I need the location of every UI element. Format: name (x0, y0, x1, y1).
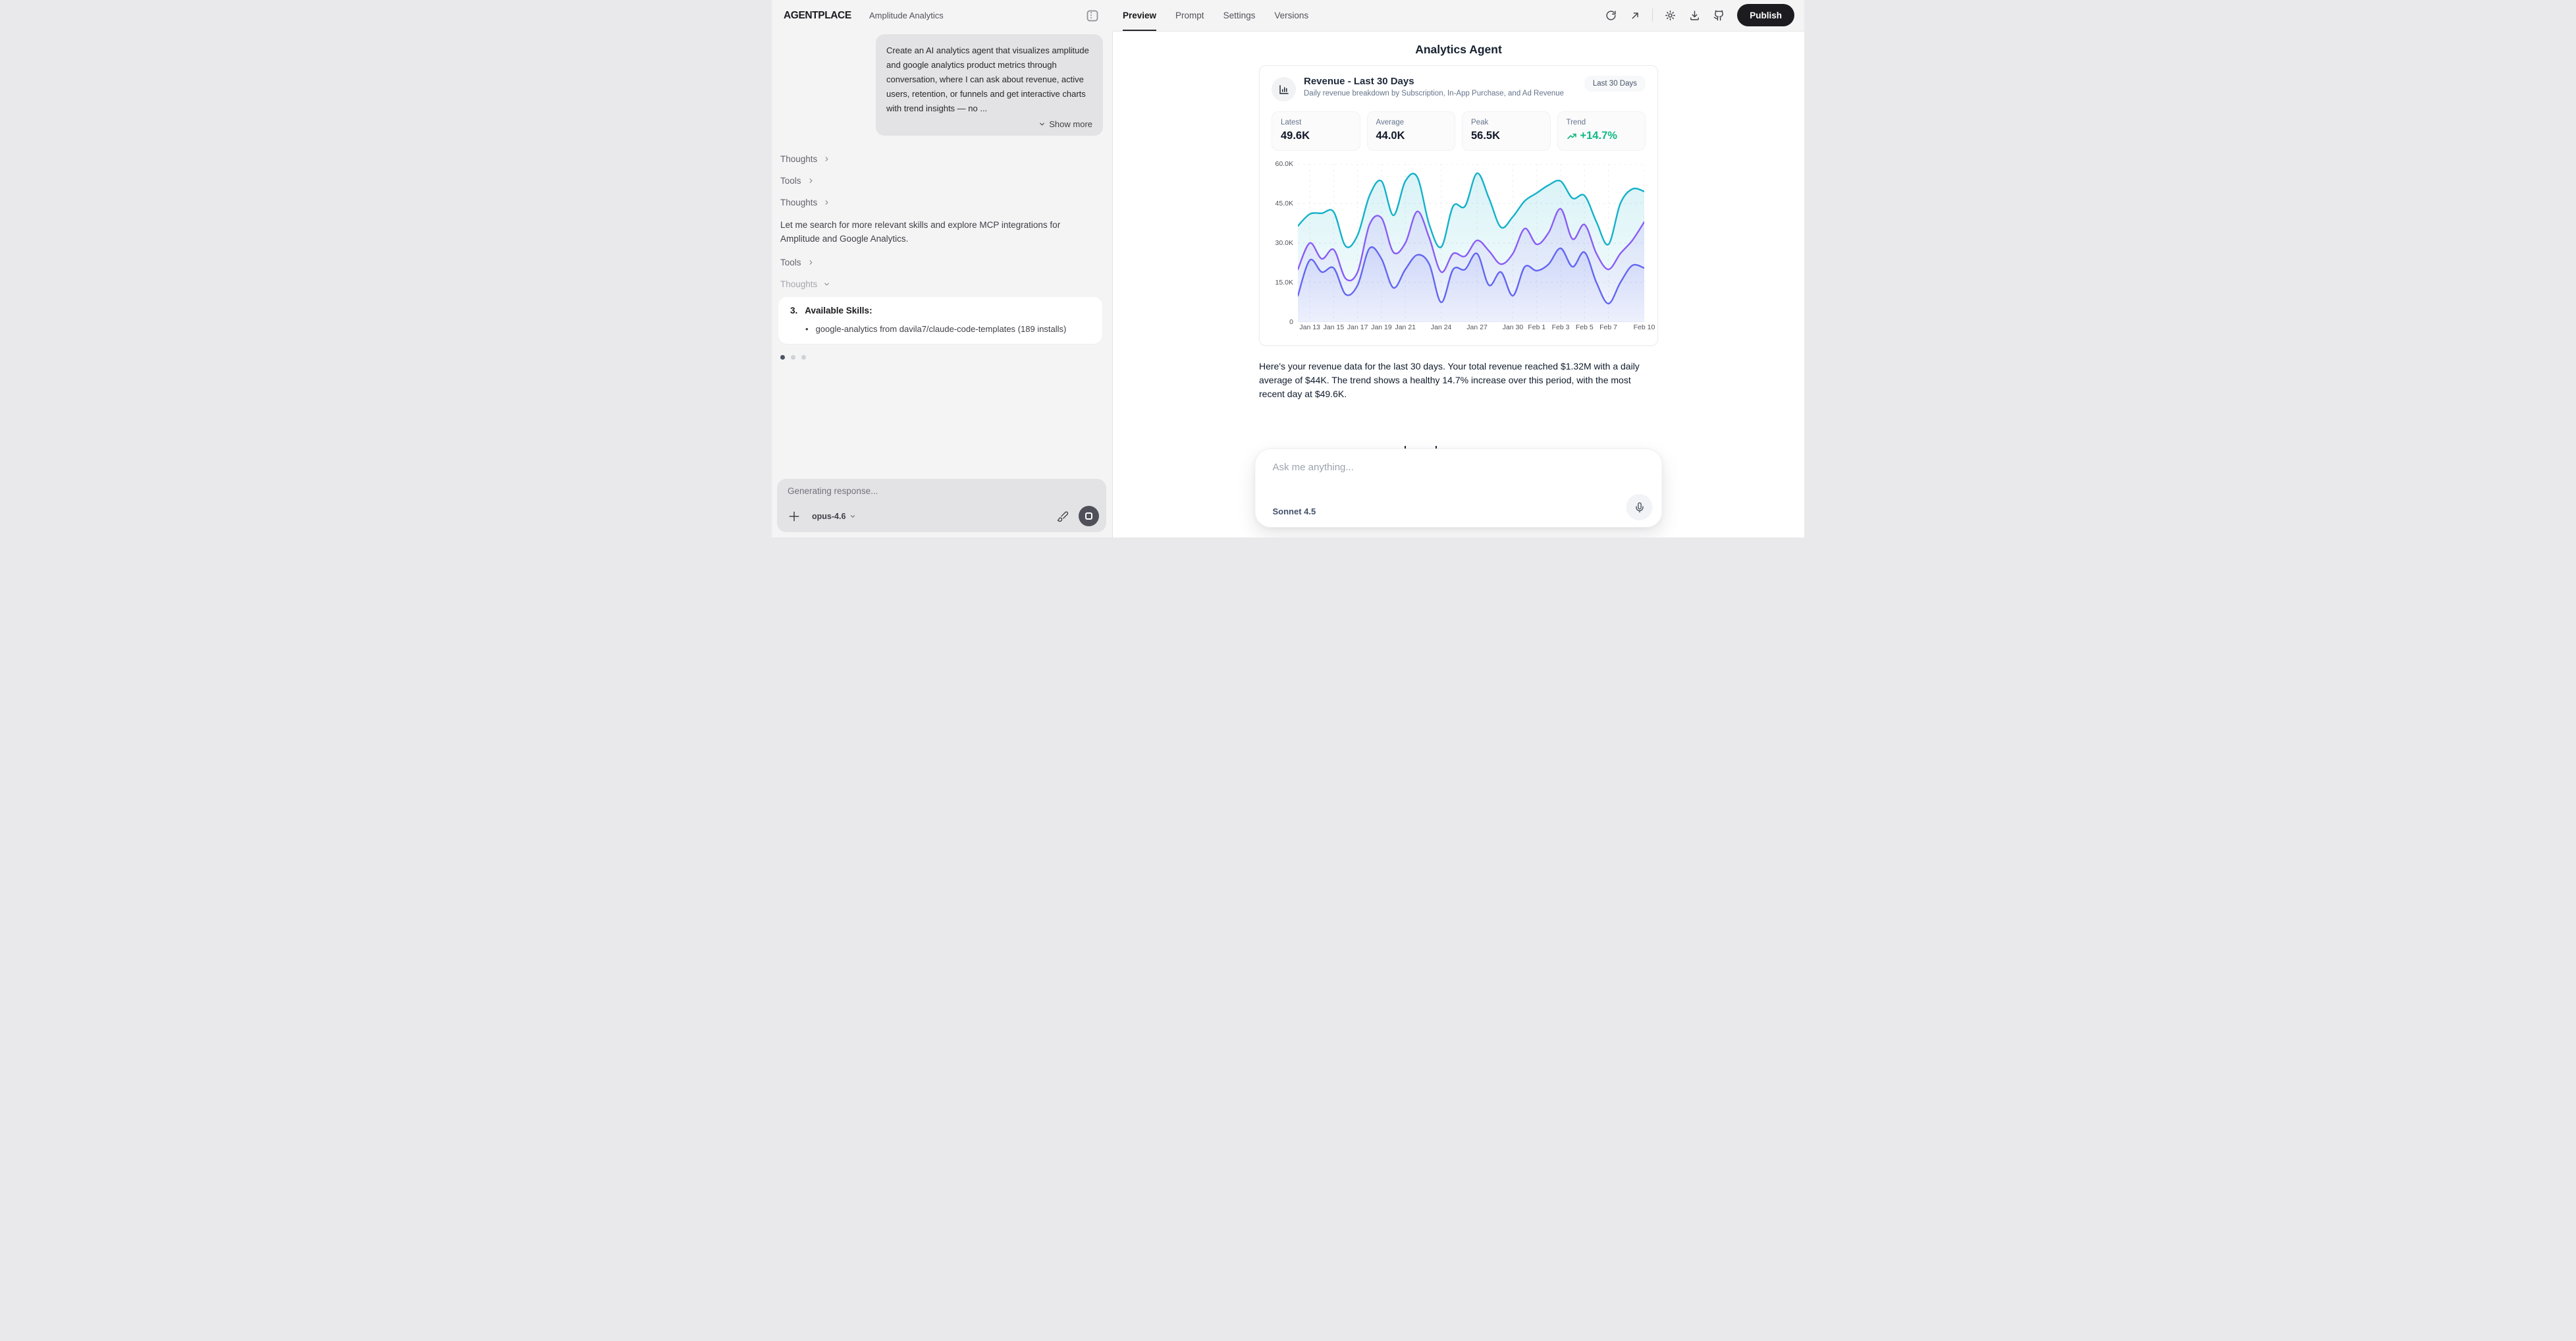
chevron-down-icon (1038, 121, 1046, 128)
project-name: Amplitude Analytics (869, 0, 944, 31)
bar-chart-icon (1272, 77, 1296, 101)
stat-value: +14.7% (1567, 130, 1637, 142)
agent-message-text: Let me search for more relevant skills a… (780, 218, 1083, 246)
chevron-right-icon (823, 199, 830, 206)
trending-up-icon (1567, 131, 1577, 142)
stat-label: Latest (1281, 119, 1351, 126)
generating-status: Generating response... (788, 486, 878, 496)
skills-bullet-item: • google-analytics from davila7/claude-c… (805, 324, 1090, 334)
chevron-right-icon (807, 259, 815, 266)
x-axis-tick: Jan 15 (1324, 323, 1345, 331)
x-axis-tick: Jan 17 (1347, 323, 1368, 331)
x-axis-tick: Jan 24 (1431, 323, 1452, 331)
chevron-right-icon (807, 177, 815, 184)
stat-label: Trend (1567, 119, 1637, 126)
tab-versions[interactable]: Versions (1274, 0, 1308, 31)
chat-input-card[interactable]: Ask me anything... Sonnet 4.5 (1255, 449, 1663, 528)
section-toggle-tools[interactable]: Tools (780, 170, 1107, 192)
show-more-button[interactable]: Show more (886, 119, 1092, 129)
model-selector[interactable]: opus-4.6 (812, 512, 856, 521)
app-window: AGENTPLACE Amplitude Analytics PreviewPr… (772, 0, 1804, 537)
section-toggle-thoughts[interactable]: Thoughts (780, 273, 1107, 295)
preview-pane: Analytics Agent Revenue - Last 30 Days D… (1112, 31, 1804, 537)
panel-toggle-icon[interactable] (1086, 9, 1099, 22)
x-axis-tick: Jan 30 (1503, 323, 1524, 331)
microphone-icon (1634, 502, 1645, 513)
chat-input-placeholder[interactable]: Ask me anything... (1273, 462, 1354, 473)
y-axis-tick: 15.0K (1272, 279, 1293, 287)
publish-button[interactable]: Publish (1737, 4, 1794, 26)
theme-sun-icon[interactable] (1660, 5, 1680, 25)
paintbrush-icon[interactable] (1057, 510, 1069, 522)
refresh-icon[interactable] (1601, 5, 1621, 25)
stat-value: 56.5K (1471, 130, 1542, 142)
brand-logo: AGENTPLACE (784, 0, 851, 31)
agent-activity-list: ThoughtsToolsThoughtsLet me search for m… (780, 148, 1107, 360)
chevron-right-icon (823, 155, 830, 163)
stat-card-trend: Trend +14.7% (1557, 111, 1646, 151)
y-axis-tick: 30.0K (1272, 239, 1293, 247)
user-prompt-bubble: Create an AI analytics agent that visual… (876, 34, 1103, 136)
conversation-panel: Create an AI analytics agent that visual… (772, 31, 1112, 537)
toolbar-divider (1652, 9, 1653, 22)
attach-plus-icon[interactable] (788, 510, 801, 523)
loading-dots (780, 355, 1107, 360)
x-axis-tick: Feb 1 (1528, 323, 1545, 331)
revenue-chart-card: Revenue - Last 30 Days Daily revenue bre… (1259, 65, 1658, 346)
time-range-badge[interactable]: Last 30 Days (1584, 76, 1646, 92)
revenue-area-chart: 60.0K45.0K30.0K15.0K0Jan 13Jan 15Jan 17J… (1272, 161, 1646, 337)
skills-heading: 3. Available Skills: (790, 306, 1090, 315)
chat-model-label[interactable]: Sonnet 4.5 (1273, 506, 1316, 516)
stat-card-peak: Peak 56.5K (1462, 111, 1551, 151)
bullet-dot: • (805, 324, 809, 334)
section-toggle-thoughts[interactable]: Thoughts (780, 192, 1107, 213)
stat-label: Average (1376, 119, 1447, 126)
preview-tabs: Preview Prompt Settings Versions (1123, 0, 1308, 31)
y-axis-tick: 60.0K (1272, 160, 1293, 168)
message-composer[interactable]: Generating response... opus-4.6 (777, 479, 1106, 532)
download-icon[interactable] (1684, 5, 1704, 25)
section-toggle-tools[interactable]: Tools (780, 252, 1107, 273)
tab-preview[interactable]: Preview (1123, 0, 1156, 31)
y-axis-tick: 45.0K (1272, 200, 1293, 207)
x-axis-tick: Feb 7 (1599, 323, 1617, 331)
chevron-down-icon (823, 281, 830, 288)
stop-generation-button[interactable] (1079, 506, 1099, 526)
header-actions: Publish (1601, 4, 1794, 26)
y-axis-tick: 0 (1272, 318, 1293, 326)
user-prompt-text: Create an AI analytics agent that visual… (886, 43, 1092, 116)
top-header: AGENTPLACE Amplitude Analytics PreviewPr… (772, 0, 1804, 31)
github-icon[interactable] (1709, 5, 1729, 25)
x-axis-tick: Jan 19 (1371, 323, 1392, 331)
chart-subtitle: Daily revenue breakdown by Subscription,… (1304, 90, 1584, 97)
stat-value: 44.0K (1376, 130, 1447, 142)
agent-title: Analytics Agent (1113, 43, 1804, 57)
stat-card-latest: Latest 49.6K (1272, 111, 1360, 151)
share-arrow-icon[interactable] (1625, 5, 1645, 25)
tab-settings[interactable]: Settings (1223, 0, 1256, 31)
x-axis-tick: Feb 5 (1576, 323, 1594, 331)
x-axis-tick: Jan 13 (1299, 323, 1320, 331)
x-axis-tick: Feb 3 (1552, 323, 1570, 331)
microphone-button[interactable] (1626, 494, 1653, 520)
assistant-summary-text: Here's your revenue data for the last 30… (1259, 360, 1658, 401)
stat-card-average: Average 44.0K (1367, 111, 1456, 151)
x-axis-tick: Jan 27 (1466, 323, 1488, 331)
section-toggle-thoughts[interactable]: Thoughts (780, 148, 1107, 170)
stats-row: Latest 49.6K Average 44.0K Peak 56.5K Trend +14… (1272, 111, 1646, 151)
stat-label: Peak (1471, 119, 1542, 126)
x-axis-tick: Feb 10 (1634, 323, 1655, 331)
stat-value: 49.6K (1281, 130, 1351, 142)
tab-prompt[interactable]: Prompt (1175, 0, 1204, 31)
thoughts-detail-card: 3. Available Skills: • google-analytics … (778, 297, 1102, 344)
stop-square-icon (1085, 512, 1092, 520)
x-axis-tick: Jan 21 (1395, 323, 1416, 331)
chevron-down-icon (849, 513, 856, 520)
composer-toolbar: opus-4.6 (788, 506, 1099, 526)
chart-title: Revenue - Last 30 Days (1304, 76, 1584, 87)
